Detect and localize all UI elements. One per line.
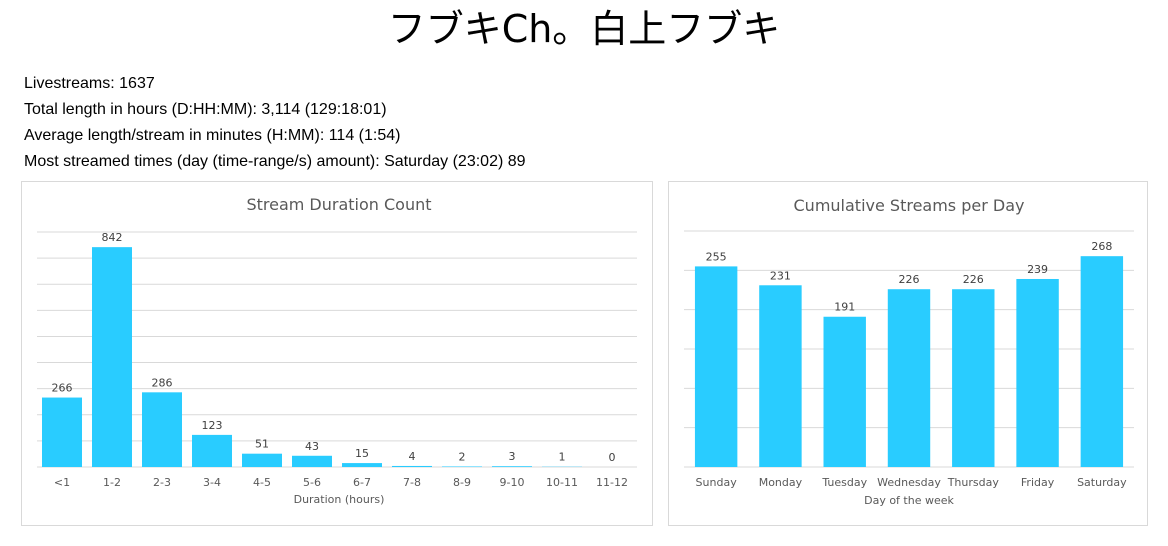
duration-tick-label: 4-5 — [253, 476, 271, 489]
weekday-bar — [952, 289, 995, 467]
duration-bar — [92, 247, 132, 467]
duration-bar — [392, 465, 432, 467]
duration-bar — [192, 434, 232, 467]
duration-data-label: 842 — [102, 231, 123, 244]
weekday-data-label: 226 — [963, 273, 984, 286]
weekday-bar — [1016, 278, 1059, 467]
duration-bar — [292, 455, 332, 467]
duration-tick-label: <1 — [54, 476, 70, 489]
stat-total-length: Total length in hours (D:HH:MM): 3,114 (… — [24, 101, 387, 118]
weekday-bar — [887, 289, 931, 467]
weekday-bar — [759, 285, 802, 467]
weekday-x-axis-label: Day of the week — [864, 494, 954, 507]
duration-data-label: 0 — [609, 451, 616, 464]
weekday-data-label: 226 — [899, 273, 920, 286]
weekday-data-label: 268 — [1091, 240, 1112, 253]
duration-tick-label: 9-10 — [500, 476, 525, 489]
duration-data-label: 4 — [409, 450, 416, 463]
weekday-tick-label: Thursday — [947, 476, 1000, 489]
weekday-data-label: 255 — [706, 250, 727, 263]
weekday-data-label: 239 — [1027, 263, 1048, 276]
duration-chart: Stream Duration Count266<18421-22862-312… — [37, 195, 637, 506]
weekday-tick-label: Friday — [1021, 476, 1055, 489]
weekday-chart: Cumulative Streams per Day 255 Sunday 231 Mo… — [684, 196, 1134, 507]
duration-data-label: 43 — [305, 440, 319, 453]
duration-tick-label: 8-9 — [453, 476, 471, 489]
duration-data-label: 2 — [459, 450, 466, 463]
duration-data-label: 123 — [202, 419, 223, 432]
duration-bar — [142, 392, 182, 467]
duration-data-label: 3 — [509, 450, 516, 463]
weekday-tick-label: Sunday — [696, 476, 738, 489]
stat-average-length: Average length/stream in minutes (H:MM):… — [24, 127, 401, 144]
weekday-chart-title: Cumulative Streams per Day — [794, 196, 1025, 215]
duration-chart-panel: Stream Duration Count 266 <1 842 1-2 286 2-3 12… — [21, 181, 653, 526]
weekday-bar — [694, 266, 738, 467]
duration-tick-label: 5-6 — [303, 476, 321, 489]
duration-bar — [492, 466, 532, 467]
weekday-data-label: 191 — [834, 301, 855, 314]
weekday-tick-label: Saturday — [1077, 476, 1127, 489]
duration-data-label: 286 — [152, 376, 173, 389]
stats-block: Livestreams: 1637 Total length in hours … — [24, 71, 526, 175]
weekday-bar — [823, 316, 866, 467]
weekday-bar — [1080, 256, 1124, 467]
weekday-tick-label: Tuesday — [821, 476, 867, 489]
duration-tick-label: 2-3 — [153, 476, 171, 489]
duration-bar — [242, 453, 282, 467]
weekday-chart-panel: Cumulative Streams per Day 255 Sunday 231 Mo… — [668, 181, 1148, 526]
duration-bar — [42, 397, 82, 467]
duration-tick-label: 7-8 — [403, 476, 421, 489]
page-title: フブキCh。白上フブキ — [387, 7, 781, 51]
duration-tick-label: 1-2 — [103, 476, 121, 489]
duration-data-label: 51 — [255, 438, 269, 451]
duration-tick-label: 6-7 — [353, 476, 371, 489]
weekday-tick-label: Wednesday — [877, 476, 941, 489]
duration-tick-label: 11-12 — [596, 476, 628, 489]
stat-livestreams: Livestreams: 1637 — [24, 75, 155, 92]
weekday-data-label: 231 — [770, 269, 791, 282]
stat-most-streamed: Most streamed times (day (time-range/s) … — [24, 153, 526, 170]
duration-bar — [342, 463, 382, 467]
duration-data-label: 266 — [52, 382, 73, 395]
duration-tick-label: 3-4 — [203, 476, 221, 489]
duration-chart-title: Stream Duration Count — [246, 195, 431, 214]
weekday-tick-label: Monday — [759, 476, 803, 489]
duration-data-label: 15 — [355, 447, 369, 460]
duration-tick-label: 10-11 — [546, 476, 578, 489]
duration-bar — [442, 466, 482, 467]
duration-x-axis-label: Duration (hours) — [294, 493, 385, 506]
duration-data-label: 1 — [559, 451, 566, 464]
